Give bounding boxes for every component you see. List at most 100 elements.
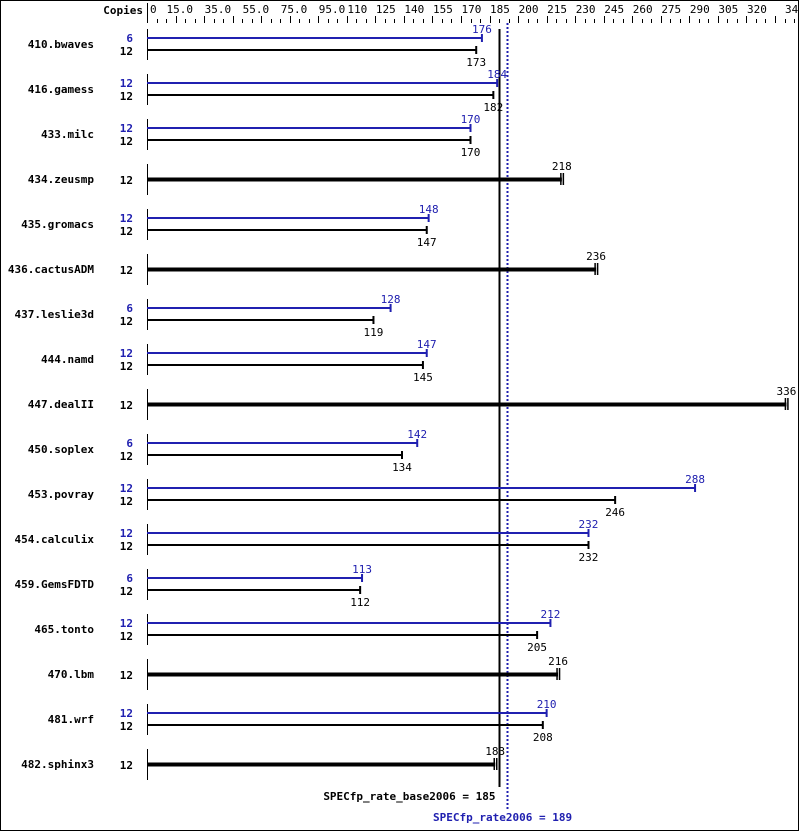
peak-copies: 6: [126, 437, 133, 450]
base-copies: 12: [120, 720, 133, 733]
base-copies: 12: [120, 630, 133, 643]
benchmark-name: 435.gromacs: [21, 218, 94, 231]
peak-value-label: 288: [685, 473, 705, 486]
benchmark-name: 433.milc: [41, 128, 94, 141]
base-copies: 12: [120, 135, 133, 148]
base-value-label: 216: [548, 655, 568, 668]
tick-label: 305: [718, 3, 738, 16]
tick-label: 340: [785, 3, 798, 16]
base-value-label: 170: [461, 146, 481, 159]
tick-label: 155: [433, 3, 453, 16]
benchmark-name: 470.lbm: [48, 668, 95, 681]
base-copies: 12: [120, 45, 133, 58]
peak-copies: 12: [120, 617, 133, 630]
base-copies: 12: [120, 450, 133, 463]
tick-label: 200: [519, 3, 539, 16]
peak-value-label: 184: [487, 68, 507, 81]
peak-value-label: 113: [352, 563, 372, 576]
peak-value-label: 170: [461, 113, 481, 126]
tick-label: 95.0: [319, 3, 346, 16]
tick-label: 110: [347, 3, 367, 16]
benchmark-name: 454.calculix: [15, 533, 95, 546]
benchmark-name: 434.zeusmp: [28, 173, 95, 186]
benchmark-name: 482.sphinx3: [21, 758, 94, 771]
peak-value-label: 212: [540, 608, 560, 621]
tick-label: 15.0: [167, 3, 194, 16]
base-copies: 12: [120, 399, 133, 412]
peak-copies: 6: [126, 302, 133, 315]
peak-copies: 6: [126, 572, 133, 585]
tick-label: 170: [462, 3, 482, 16]
tick-label: 275: [661, 3, 681, 16]
base-value-label: 208: [533, 731, 553, 744]
base-value-label: 112: [350, 596, 370, 609]
base-value-label: 173: [466, 56, 486, 69]
base-value-label: 232: [579, 551, 599, 564]
base-value-label: 336: [776, 385, 796, 398]
base-copies: 12: [120, 315, 133, 328]
base-value-label: 145: [413, 371, 433, 384]
base-copies: 12: [120, 174, 133, 187]
base-value-label: 246: [605, 506, 625, 519]
benchmark-name: 481.wrf: [48, 713, 94, 726]
peak-copies: 12: [120, 77, 133, 90]
peak-value-label: 232: [579, 518, 599, 531]
base-copies: 12: [120, 495, 133, 508]
base-copies: 12: [120, 225, 133, 238]
base-copies: 12: [120, 264, 133, 277]
benchmark-name: 416.gamess: [28, 83, 94, 96]
tick-label: 230: [576, 3, 596, 16]
base-copies: 12: [120, 360, 133, 373]
base-copies: 12: [120, 585, 133, 598]
peak-value-label: 147: [417, 338, 437, 351]
base-copies: 12: [120, 90, 133, 103]
base-value-label: 183: [485, 745, 505, 758]
peak-copies: 12: [120, 347, 133, 360]
benchmark-name: 459.GemsFDTD: [15, 578, 95, 591]
benchmark-name: 447.dealII: [28, 398, 94, 411]
tick-label: 75.0: [281, 3, 308, 16]
peak-copies: 6: [126, 32, 133, 45]
peak-value-label: 210: [537, 698, 557, 711]
peak-value-label: 148: [419, 203, 439, 216]
base-value-label: 147: [417, 236, 437, 249]
tick-label: 125: [376, 3, 396, 16]
peak-copies: 12: [120, 212, 133, 225]
peak-copies: 12: [120, 122, 133, 135]
tick-label: 245: [604, 3, 624, 16]
base-value-label: 182: [483, 101, 503, 114]
tick-label: 320: [747, 3, 767, 16]
peak-copies: 12: [120, 707, 133, 720]
peak-value-label: 176: [472, 23, 492, 36]
benchmark-name: 437.leslie3d: [15, 308, 94, 321]
tick-label: 185: [490, 3, 510, 16]
tick-label: 290: [690, 3, 710, 16]
benchmark-name: 436.cactusADM: [8, 263, 94, 276]
peak-summary-label: SPECfp_rate2006 = 189: [433, 811, 572, 824]
tick-label: 35.0: [205, 3, 232, 16]
base-copies: 12: [120, 759, 133, 772]
peak-copies: 12: [120, 527, 133, 540]
copies-header: Copies: [103, 4, 143, 17]
base-value-label: 236: [586, 250, 606, 263]
tick-label: 215: [547, 3, 567, 16]
benchmark-name: 444.namd: [41, 353, 94, 366]
tick-label: 55.0: [243, 3, 269, 16]
benchmark-name: 450.soplex: [28, 443, 95, 456]
base-summary-label: SPECfp_rate_base2006 = 185: [323, 790, 495, 803]
base-copies: 12: [120, 669, 133, 682]
peak-value-label: 128: [381, 293, 401, 306]
peak-value-label: 142: [407, 428, 427, 441]
tick-label: 260: [633, 3, 653, 16]
base-copies: 12: [120, 540, 133, 553]
benchmark-name: 465.tonto: [34, 623, 94, 636]
benchmark-name: 410.bwaves: [28, 38, 94, 51]
tick-label: 0: [150, 3, 157, 16]
peak-copies: 12: [120, 482, 133, 495]
base-value-label: 218: [552, 160, 572, 173]
base-value-label: 134: [392, 461, 412, 474]
benchmark-name: 453.povray: [28, 488, 95, 501]
base-value-label: 119: [364, 326, 384, 339]
